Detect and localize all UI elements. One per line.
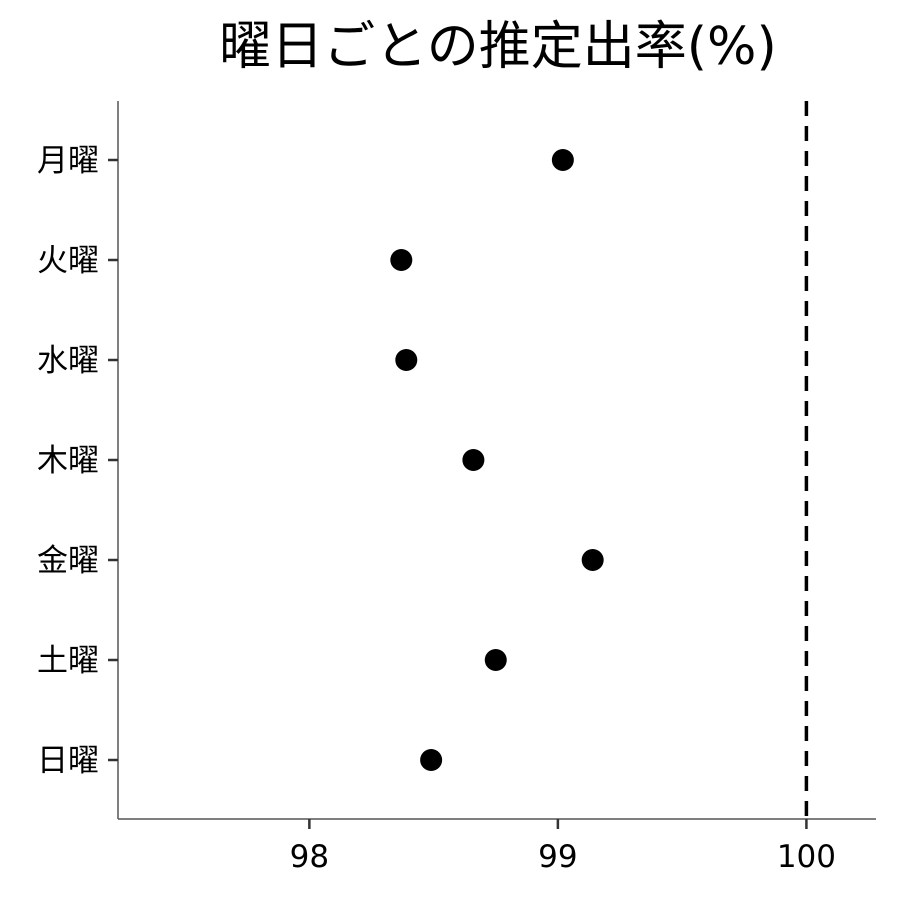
y-tick-label: 日曜 bbox=[37, 743, 99, 779]
y-tick-label: 木曜 bbox=[37, 443, 99, 479]
x-tick-label: 98 bbox=[290, 839, 329, 875]
data-point bbox=[390, 249, 413, 271]
x-tick-label: 100 bbox=[777, 839, 836, 875]
y-tick-label: 金曜 bbox=[37, 543, 99, 579]
y-tick-label: 火曜 bbox=[37, 243, 99, 279]
y-tick-label: 水曜 bbox=[37, 343, 99, 379]
points-layer bbox=[390, 149, 604, 771]
data-point bbox=[551, 149, 574, 171]
chart-title: 曜日ごとの推定出率(%) bbox=[219, 17, 776, 77]
y-tick-label: 土曜 bbox=[37, 643, 99, 679]
data-point bbox=[484, 649, 507, 671]
data-point bbox=[395, 349, 418, 371]
x-tick-label: 99 bbox=[538, 839, 577, 875]
data-point bbox=[581, 549, 604, 571]
data-point bbox=[462, 449, 485, 471]
data-point bbox=[420, 749, 443, 771]
y-tick-label: 月曜 bbox=[37, 143, 99, 179]
